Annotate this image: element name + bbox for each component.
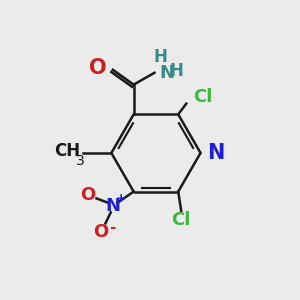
Text: +: + [116, 192, 127, 205]
Text: CH: CH [54, 142, 80, 160]
Text: -: - [109, 220, 116, 235]
Text: N: N [105, 197, 120, 215]
Text: Cl: Cl [172, 211, 191, 229]
Text: N: N [207, 143, 224, 163]
Text: 3: 3 [76, 154, 85, 168]
Text: N: N [159, 64, 174, 82]
Text: O: O [80, 186, 95, 204]
Text: O: O [93, 223, 109, 241]
Text: Cl: Cl [193, 88, 212, 106]
Text: H: H [170, 62, 184, 80]
Text: H: H [154, 48, 167, 66]
Text: O: O [89, 58, 107, 78]
